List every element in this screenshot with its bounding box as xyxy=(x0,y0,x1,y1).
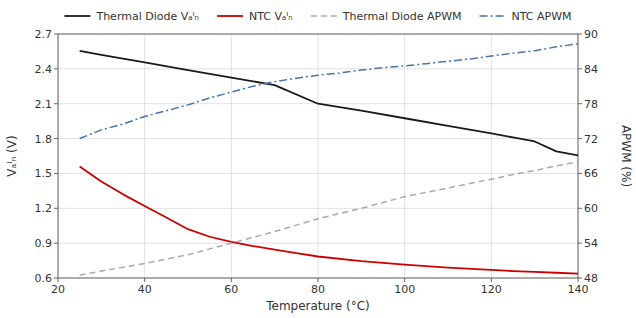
x-tick xyxy=(318,278,319,282)
y2-tick-label: 84 xyxy=(584,63,598,76)
y-tick-label: 0.9 xyxy=(35,237,53,250)
chart: 204060801001201400.60.91.21.51.82.12.42.… xyxy=(0,0,636,318)
series-line xyxy=(80,162,578,275)
y-tick-label: 1.2 xyxy=(35,202,53,215)
x-tick-label: 100 xyxy=(394,283,415,296)
x-tick xyxy=(491,278,492,282)
y-axis-label: Vₐᴵₙ (V) xyxy=(5,135,19,176)
legend: Thermal Diode Vₐᴵₙ NTC Vₐᴵₙ Thermal Diode … xyxy=(64,10,571,23)
y2-tick xyxy=(578,243,582,244)
y-grid-line xyxy=(58,68,578,69)
y2-tick xyxy=(578,208,582,209)
y-grid-line xyxy=(58,138,578,139)
y2-tick-label: 54 xyxy=(584,237,598,250)
legend-swatch xyxy=(64,15,90,17)
y2-tick xyxy=(578,68,582,69)
y2-tick-label: 60 xyxy=(584,202,598,215)
grid xyxy=(58,34,578,278)
x-axis-label: Temperature (°C) xyxy=(265,299,370,313)
legend-item: NTC APWM xyxy=(480,10,572,23)
y-tick xyxy=(54,173,58,174)
x-grid-line xyxy=(491,34,492,278)
y2-tick xyxy=(578,103,582,104)
y2-tick-label: 66 xyxy=(584,167,598,180)
y2-tick-label: 90 xyxy=(584,28,598,41)
y-tick-label: 2.4 xyxy=(35,63,53,76)
y2-tick xyxy=(578,173,582,174)
y2-tick-label: 72 xyxy=(584,133,598,146)
y-tick-label: 0.6 xyxy=(35,272,53,285)
legend-swatch xyxy=(480,15,506,17)
x-tick-label: 60 xyxy=(224,283,238,296)
legend-swatch xyxy=(217,15,243,17)
series-line xyxy=(80,44,578,139)
y-tick-label: 1.5 xyxy=(35,167,53,180)
legend-item: Thermal Diode APWM xyxy=(311,10,462,23)
y-grid-line xyxy=(58,243,578,244)
x-tick-label: 20 xyxy=(51,283,65,296)
y-tick-label: 2.1 xyxy=(35,98,53,111)
y2-tick xyxy=(578,278,582,279)
y2-tick-label: 78 xyxy=(584,98,598,111)
legend-label: NTC APWM xyxy=(512,10,572,23)
y-tick xyxy=(54,208,58,209)
x-tick-label: 80 xyxy=(311,283,325,296)
y-tick xyxy=(54,138,58,139)
plot-frame xyxy=(58,34,578,278)
y-tick-label: 2.7 xyxy=(35,28,53,41)
x-tick-label: 120 xyxy=(481,283,502,296)
x-tick xyxy=(404,278,405,282)
y2-tick xyxy=(578,138,582,139)
y-tick xyxy=(54,34,58,35)
x-grid-line xyxy=(144,34,145,278)
x-tick xyxy=(144,278,145,282)
y-tick xyxy=(54,68,58,69)
axes: 204060801001201400.60.91.21.51.82.12.42.… xyxy=(35,28,599,296)
legend-label: NTC Vₐᴵₙ xyxy=(249,10,293,23)
x-tick-label: 40 xyxy=(138,283,152,296)
y-grid-line xyxy=(58,173,578,174)
y-tick xyxy=(54,243,58,244)
y-tick xyxy=(54,103,58,104)
legend-item: NTC Vₐᴵₙ xyxy=(217,10,293,23)
y2-tick xyxy=(578,34,582,35)
x-tick xyxy=(578,278,579,282)
legend-label: Thermal Diode APWM xyxy=(342,10,462,23)
chart-container: 204060801001201400.60.91.21.51.82.12.42.… xyxy=(0,0,636,318)
y2-axis-label: APWM (%) xyxy=(619,125,633,187)
legend-swatch xyxy=(311,15,337,17)
series-line xyxy=(80,166,578,273)
x-grid-line xyxy=(404,34,405,278)
series-line xyxy=(80,51,578,156)
x-grid-line xyxy=(318,34,319,278)
y2-tick-label: 48 xyxy=(584,272,598,285)
x-tick xyxy=(231,278,232,282)
y-tick-label: 1.8 xyxy=(35,133,53,146)
legend-item: Thermal Diode Vₐᴵₙ xyxy=(64,10,199,23)
y-tick xyxy=(54,278,58,279)
y-grid-line xyxy=(58,208,578,209)
data xyxy=(80,44,578,275)
x-tick xyxy=(58,278,59,282)
legend-label: Thermal Diode Vₐᴵₙ xyxy=(95,10,199,23)
